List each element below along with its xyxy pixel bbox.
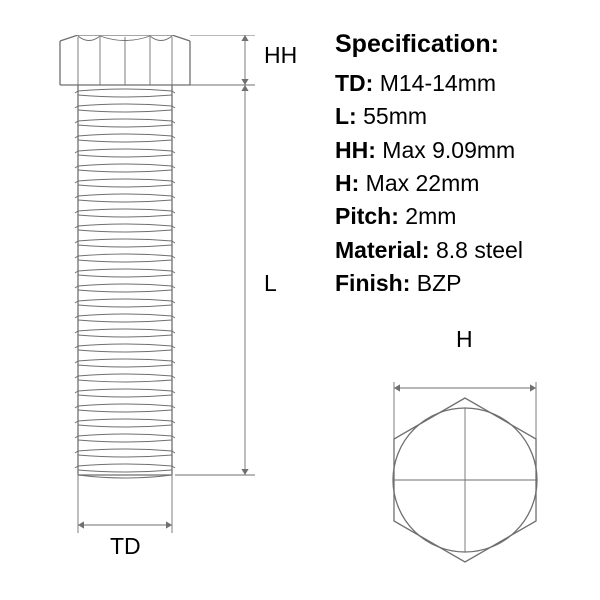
- spec-key: Material:: [335, 237, 436, 263]
- dim-label-TD: TD: [110, 533, 141, 560]
- spec-row: Finish: BZP: [335, 267, 585, 300]
- spec-key: L:: [335, 103, 363, 129]
- dim-label-L: L: [264, 270, 277, 297]
- spec-key: H:: [335, 170, 366, 196]
- spec-value: Max 9.09mm: [382, 137, 515, 163]
- spec-key: Finish:: [335, 270, 417, 296]
- spec-value: BZP: [417, 270, 462, 296]
- spec-value: Max 22mm: [366, 170, 480, 196]
- spec-value: 8.8 steel: [436, 237, 523, 263]
- bolt-side-svg: [30, 35, 300, 575]
- specification-block: Specification: TD: M14-14mmL: 55mmHH: Ma…: [335, 30, 585, 300]
- spec-row: Pitch: 2mm: [335, 200, 585, 233]
- spec-row: Material: 8.8 steel: [335, 234, 585, 267]
- spec-key: Pitch:: [335, 203, 405, 229]
- spec-value: M14-14mm: [380, 70, 496, 96]
- bolt-top-view: H: [370, 330, 570, 570]
- spec-value: 55mm: [363, 103, 427, 129]
- spec-title: Specification:: [335, 30, 585, 59]
- spec-value: 2mm: [405, 203, 456, 229]
- dim-label-H: H: [456, 326, 473, 353]
- spec-key: HH:: [335, 137, 382, 163]
- spec-row: HH: Max 9.09mm: [335, 134, 585, 167]
- dim-label-HH: HH: [264, 42, 297, 69]
- spec-row: TD: M14-14mm: [335, 67, 585, 100]
- page: HH L TD Specification: TD: M14-14mmL: 55…: [0, 0, 600, 600]
- spec-row: H: Max 22mm: [335, 167, 585, 200]
- bolt-side-view: HH L TD: [30, 35, 300, 565]
- bolt-top-svg: [370, 330, 570, 570]
- spec-key: TD:: [335, 70, 380, 96]
- spec-row: L: 55mm: [335, 100, 585, 133]
